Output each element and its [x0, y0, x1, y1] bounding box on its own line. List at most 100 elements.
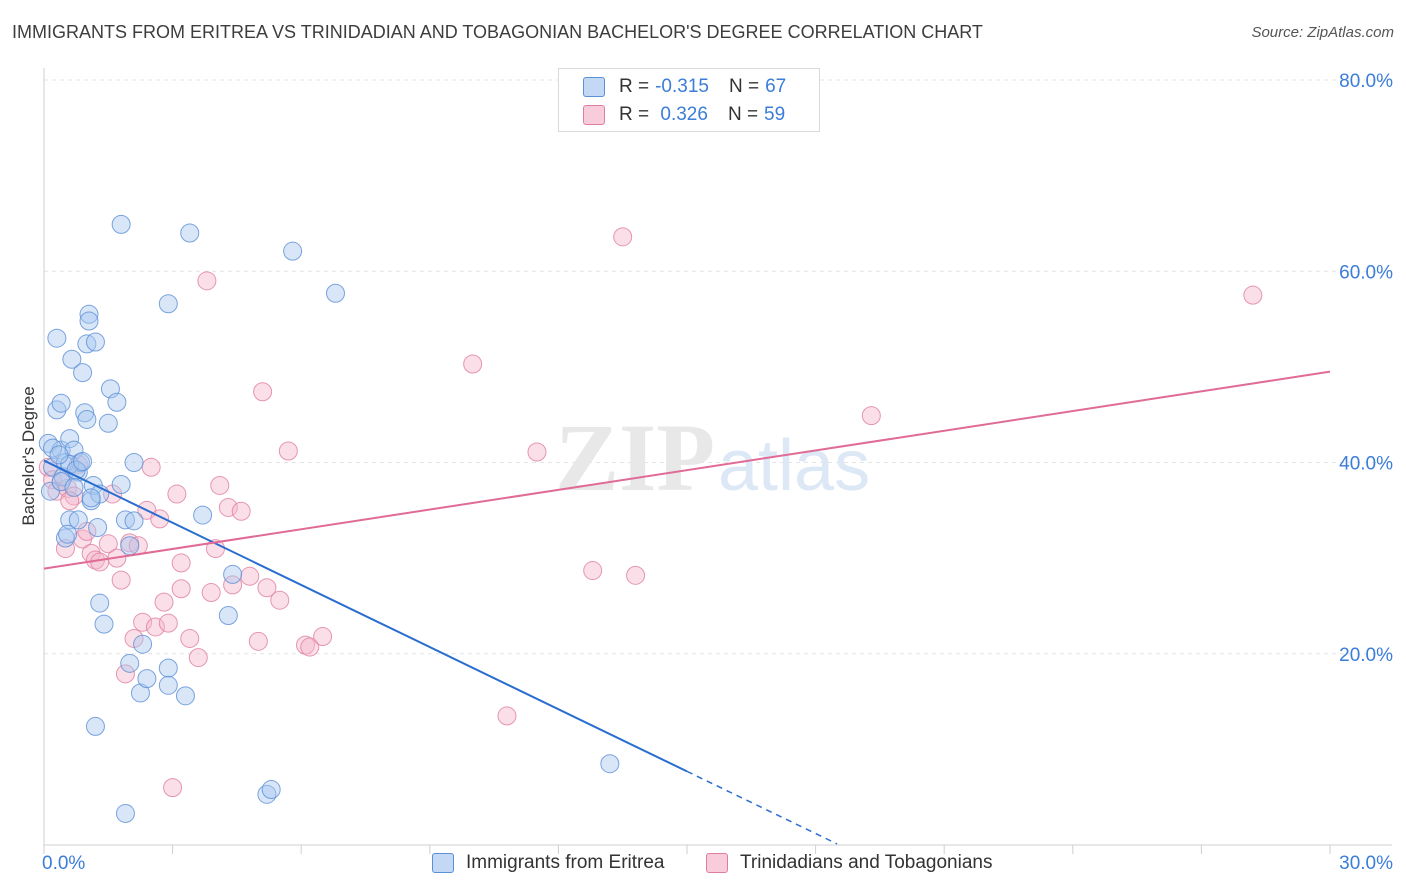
x-tick-label: 0.0% [42, 853, 85, 874]
data-point-eritrea [600, 754, 620, 774]
data-point-eritrea [261, 780, 281, 800]
data-point-trinidadians [167, 484, 187, 504]
data-point-eritrea [98, 413, 118, 433]
data-point-trinidadians [111, 570, 131, 590]
data-point-trinidadians [171, 579, 191, 599]
data-point-eritrea [40, 481, 60, 501]
data-point-trinidadians [201, 583, 221, 603]
data-point-eritrea [180, 223, 200, 243]
data-point-eritrea [68, 510, 88, 530]
watermark-atlas: atlas [718, 426, 870, 506]
data-point-eritrea [88, 518, 108, 538]
data-point-eritrea [75, 403, 95, 423]
data-point-eritrea [111, 474, 131, 494]
data-point-eritrea [60, 429, 80, 449]
data-point-eritrea [133, 634, 153, 654]
data-point-trinidadians [527, 442, 547, 462]
y-tick-label: 60.0% [1339, 262, 1393, 283]
data-point-eritrea [158, 658, 178, 678]
source-credit: Source: ZipAtlas.com [1251, 24, 1394, 41]
data-point-trinidadians [613, 227, 633, 247]
data-point-trinidadians [180, 628, 200, 648]
blue-swatch [432, 853, 454, 873]
data-point-trinidadians [98, 534, 118, 554]
data-point-eritrea [62, 349, 82, 369]
y-tick-label: 40.0% [1339, 454, 1393, 475]
data-point-eritrea [223, 564, 243, 584]
legend-r-value: 0.326 [655, 104, 708, 125]
data-point-trinidadians [257, 578, 277, 598]
trendline-trinidadians [43, 370, 1331, 570]
data-point-eritrea [51, 472, 71, 492]
data-point-trinidadians [197, 271, 217, 291]
data-point-trinidadians [253, 382, 273, 402]
data-point-trinidadians [154, 592, 174, 612]
data-point-trinidadians [270, 590, 290, 610]
bottom-legend-trinidadians: Trinidadians and Tobagonians [706, 852, 992, 874]
bottom-legend-label: Trinidadians and Tobagonians [740, 852, 993, 873]
data-point-trinidadians [115, 664, 135, 684]
data-point-eritrea [158, 675, 178, 695]
data-point-trinidadians [583, 561, 603, 581]
data-point-trinidadians [300, 637, 320, 657]
legend-row-trinidadians: R = 0.326 N = 59 [583, 103, 785, 127]
blue-swatch [583, 77, 605, 97]
legend-r-label: R = [619, 76, 650, 97]
data-point-eritrea [94, 614, 114, 634]
gridlines [44, 79, 1392, 655]
data-point-trinidadians [158, 613, 178, 633]
data-point-trinidadians [163, 778, 183, 798]
y-axis-label: Bachelor's Degree [19, 386, 38, 525]
series-trinidadians-points [38, 227, 1263, 798]
legend-r-label: R = [619, 104, 650, 125]
data-point-eritrea [137, 669, 157, 689]
data-point-eritrea [79, 311, 99, 331]
series-eritrea-points [38, 214, 620, 823]
data-point-eritrea [325, 283, 345, 303]
data-point-trinidadians [248, 631, 268, 651]
data-point-eritrea [79, 304, 99, 324]
y-tick-label: 20.0% [1339, 645, 1393, 666]
data-point-trinidadians [313, 627, 333, 647]
data-point-trinidadians [240, 566, 260, 586]
data-point-eritrea [124, 453, 144, 472]
data-point-eritrea [158, 294, 178, 314]
data-point-eritrea [283, 241, 303, 261]
data-point-eritrea [77, 409, 97, 429]
pink-swatch [706, 853, 728, 873]
data-point-trinidadians [626, 565, 646, 585]
data-point-eritrea [120, 653, 140, 673]
data-point-trinidadians [145, 617, 165, 637]
data-point-trinidadians [223, 575, 243, 595]
legend-n-value: 59 [764, 104, 786, 125]
axes [43, 68, 1392, 854]
data-point-trinidadians [133, 612, 153, 632]
y-tick-label: 80.0% [1339, 71, 1393, 92]
data-point-trinidadians [210, 475, 230, 495]
data-point-eritrea [49, 445, 69, 465]
data-point-trinidadians [188, 648, 208, 668]
bottom-legend-label: Immigrants from Eritrea [466, 852, 665, 873]
legend-n-label: N = [727, 104, 759, 125]
data-point-eritrea [58, 524, 78, 544]
pink-swatch [583, 105, 605, 125]
x-tick-label: 30.0% [1339, 853, 1393, 874]
chart-title: IMMIGRANTS FROM ERITREA VS TRINIDADIAN A… [12, 22, 983, 42]
data-point-eritrea [85, 716, 105, 736]
data-point-eritrea [115, 803, 135, 823]
legend-n-label: N = [728, 76, 760, 97]
watermark-zip: ZIP [555, 404, 715, 511]
legend-n-value: 67 [765, 76, 787, 97]
data-point-trinidadians [1243, 285, 1263, 305]
data-point-eritrea [193, 505, 213, 525]
data-point-trinidadians [463, 354, 483, 374]
correlation-legend: R = -0.315 N = 67 R = 0.326 N = 59 [558, 68, 820, 132]
data-point-eritrea [73, 363, 93, 383]
data-point-eritrea [90, 593, 110, 613]
data-point-trinidadians [278, 441, 298, 461]
data-point-eritrea [175, 686, 195, 706]
data-point-trinidadians [231, 501, 251, 521]
bottom-legend-eritrea: Immigrants from Eritrea [432, 852, 664, 874]
legend-r-value: -0.315 [655, 76, 709, 97]
